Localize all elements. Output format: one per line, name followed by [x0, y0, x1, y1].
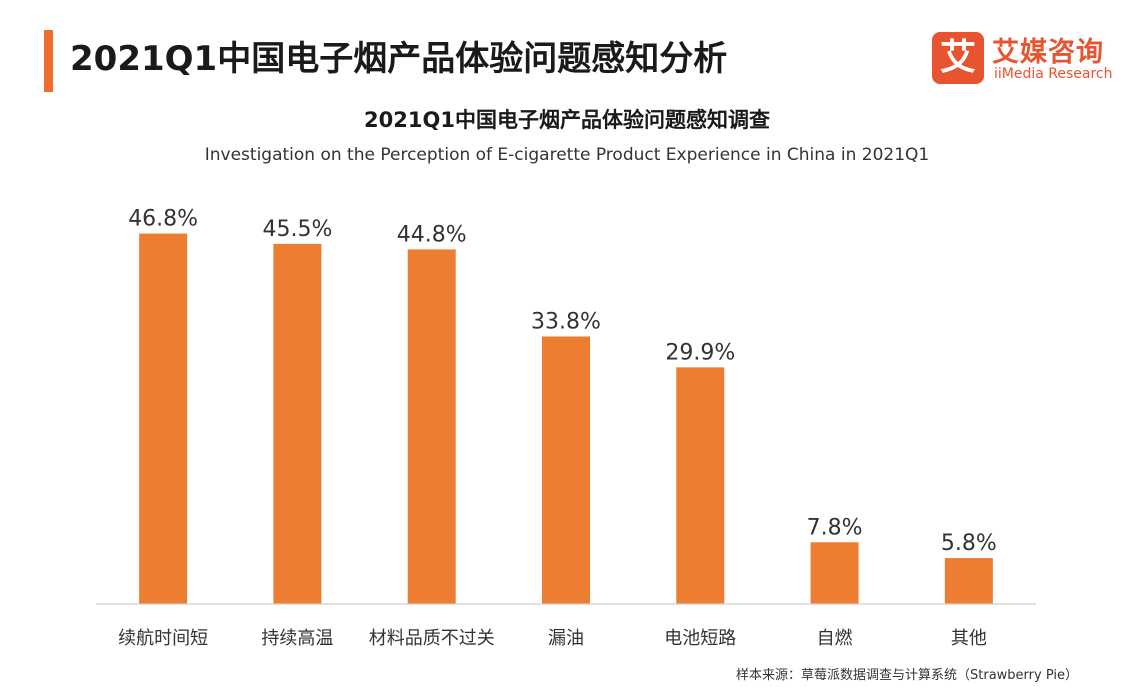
value-label-2: 44.8% — [397, 222, 467, 247]
bar-5 — [810, 542, 859, 604]
logo-name-en: iiMedia Research — [994, 66, 1113, 82]
value-label-5: 7.8% — [807, 515, 863, 540]
value-label-4: 29.9% — [665, 340, 735, 365]
page-title: 2021Q1中国电子烟产品体验问题感知分析 — [70, 39, 728, 79]
bar-6 — [944, 558, 993, 604]
source-note: 样本来源：草莓派数据调查与计算系统（Strawberry Pie） — [736, 668, 1078, 683]
value-label-3: 33.8% — [531, 309, 601, 334]
chart-title: 2021Q1中国电子烟产品体验问题感知调查 — [364, 108, 770, 132]
bar-1 — [273, 243, 322, 604]
bar-0 — [139, 233, 188, 604]
bar-2 — [407, 249, 456, 604]
category-label-1: 持续高温 — [261, 628, 333, 649]
category-label-2: 材料品质不过关 — [369, 628, 495, 649]
category-label-5: 自燃 — [817, 628, 853, 649]
labels-group: 46.8% 续航时间短 45.5% 持续高温 44.8% 材料品质不过关 33.8% 漏油 29… — [118, 207, 997, 649]
category-label-6: 其他 — [951, 628, 987, 649]
chart-subtitle: Investigation on the Perception of E-cig… — [204, 145, 930, 165]
category-label-0: 续航时间短 — [118, 628, 208, 649]
logo-name-cn: 艾媒咨询 — [992, 37, 1104, 68]
value-label-0: 46.8% — [128, 207, 198, 232]
title-accent-bar — [44, 30, 53, 92]
bar-3 — [542, 336, 590, 604]
imedia-logo: 艾 艾媒咨询 iiMedia Research — [932, 32, 1122, 88]
category-label-3: 漏油 — [548, 628, 584, 649]
value-label-1: 45.5% — [262, 217, 332, 242]
bar-4 — [676, 367, 725, 604]
category-label-4: 电池短路 — [664, 628, 736, 649]
bars-group — [139, 233, 993, 604]
logo-mark: 艾 — [932, 32, 984, 84]
value-label-6: 5.8% — [941, 531, 997, 556]
